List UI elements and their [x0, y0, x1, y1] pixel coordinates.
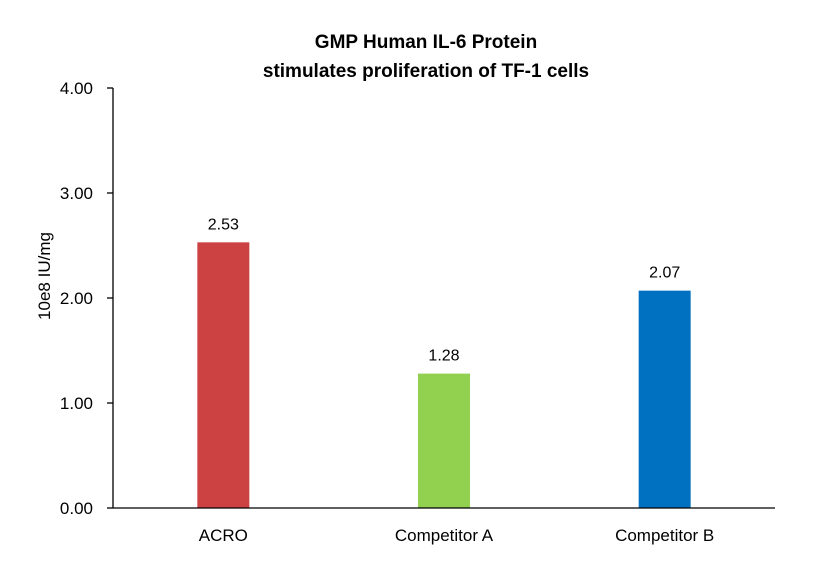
y-tick-label: 0.00 [60, 499, 93, 518]
x-category-label: ACRO [199, 526, 248, 545]
y-tick-label: 1.00 [60, 394, 93, 413]
data-label: 1.28 [428, 348, 459, 365]
x-axis: ACRO Competitor A Competitor B [113, 507, 775, 545]
bars: 2.53 1.28 2.07 [197, 216, 691, 508]
bar-competitor-b [638, 290, 691, 508]
bar-acro [197, 242, 250, 508]
y-tick-label: 4.00 [60, 79, 93, 98]
chart-subtitle: stimulates proliferation of TF-1 cells [263, 61, 589, 82]
x-category-label: Competitor A [395, 526, 494, 545]
y-tick-label: 2.00 [60, 289, 93, 308]
data-label: 2.53 [208, 216, 239, 233]
chart-title: GMP Human IL-6 Protein [315, 32, 537, 53]
y-axis: 0.00 1.00 2.00 3.00 4.00 [60, 79, 114, 518]
x-category-label: Competitor B [615, 526, 714, 545]
y-axis-label: 10e8 IU/mg [35, 232, 54, 320]
bar-competitor-a [418, 373, 470, 508]
data-label: 2.07 [649, 265, 680, 282]
y-tick-label: 3.00 [60, 184, 93, 203]
